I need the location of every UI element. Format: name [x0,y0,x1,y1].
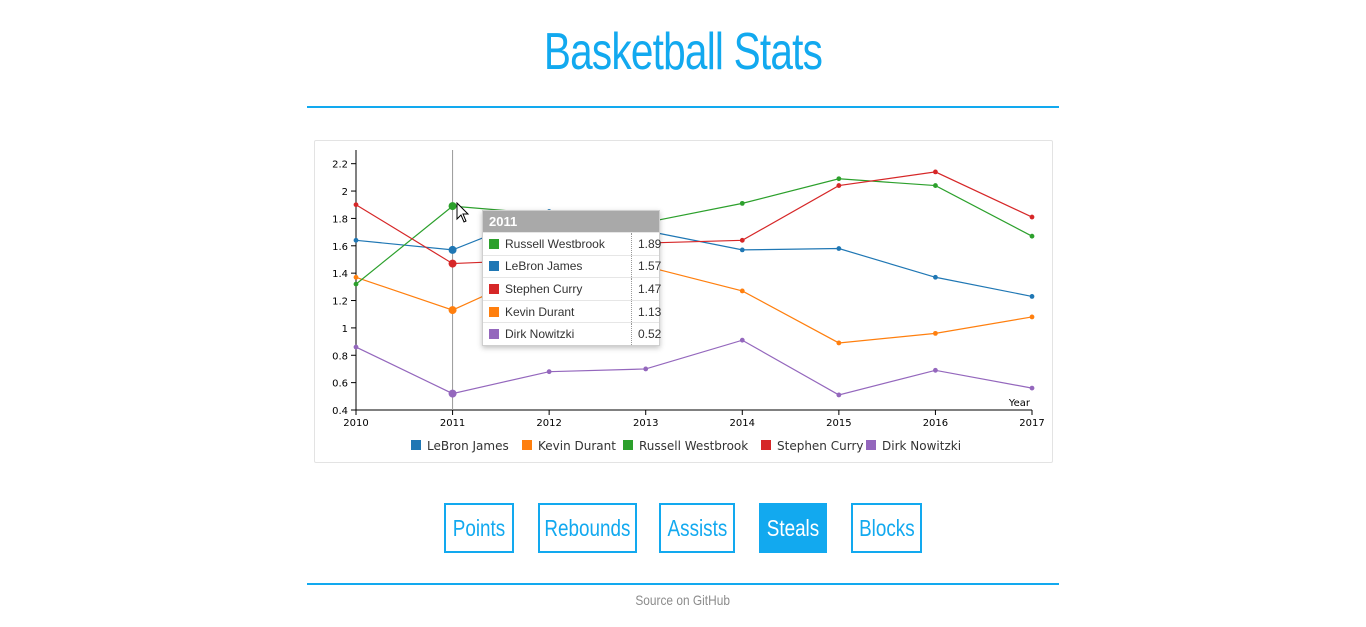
tooltip-year: 2011 [483,211,659,232]
page-title: Basketball Stats [543,23,823,81]
tooltip-swatch [489,283,499,294]
points-button[interactable]: Points [444,503,514,553]
tooltip-row: Dirk Nowitzki 0.52 [483,322,661,345]
tooltip-swatch [489,261,499,272]
steals-button[interactable]: Steals [759,503,827,553]
chart-tooltip: 2011 Russell Westbrook 1.89 LeBron James… [482,210,661,346]
tooltip-name: LeBron James [505,259,583,274]
rebounds-button-label: Rebounds [544,514,631,541]
tooltip-row: Kevin Durant 1.13 [483,299,661,323]
blocks-button[interactable]: Blocks [851,503,922,553]
steals-button-label: Steals [766,514,820,541]
tooltip-swatch [489,329,499,340]
tooltip-name: Dirk Nowitzki [505,327,575,342]
tooltip-swatch [489,238,499,249]
tooltip-value: 1.89 [631,233,661,255]
stat-button-bar: Points Rebounds Assists Steals Blocks [0,503,1366,553]
tooltip-name: Kevin Durant [505,304,575,319]
tooltip-name: Russell Westbrook [505,236,605,251]
chart-card [314,140,1053,463]
rebounds-button[interactable]: Rebounds [538,503,637,553]
blocks-button-label: Blocks [858,514,915,541]
mouse-cursor-icon [456,202,470,223]
tooltip-value: 1.47 [631,278,661,300]
tooltip-name: Stephen Curry [505,281,583,296]
points-button-label: Points [452,514,506,541]
tooltip-value: 1.57 [631,255,661,278]
tooltip-row: Russell Westbrook 1.89 [483,232,661,255]
tooltip-row: LeBron James 1.57 [483,254,661,278]
assists-button[interactable]: Assists [659,503,735,553]
tooltip-value: 0.52 [631,323,661,345]
header-divider [307,106,1059,108]
tooltip-value: 1.13 [631,300,661,323]
github-source-link[interactable]: Source on GitHub [635,592,731,608]
tooltip-swatch [489,306,499,317]
assists-button-label: Assists [667,514,727,541]
tooltip-row: Stephen Curry 1.47 [483,277,661,300]
footer-divider [307,583,1059,585]
